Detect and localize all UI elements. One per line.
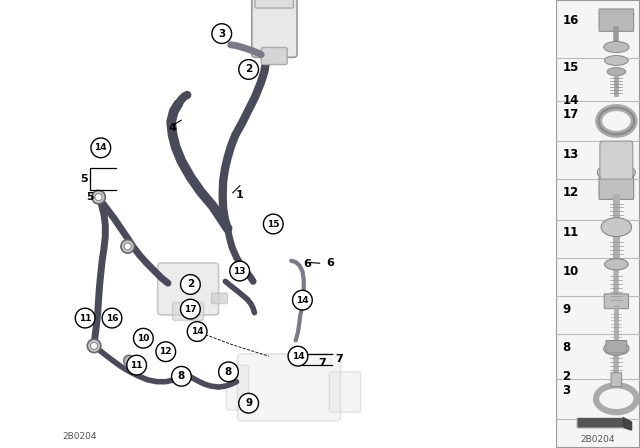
Circle shape — [124, 243, 131, 250]
Circle shape — [87, 339, 100, 353]
Circle shape — [92, 190, 105, 204]
Text: 1: 1 — [236, 190, 244, 200]
Text: 2B0204: 2B0204 — [580, 435, 615, 444]
Circle shape — [95, 194, 102, 201]
Text: 2: 2 — [187, 280, 194, 289]
FancyBboxPatch shape — [261, 47, 287, 65]
Circle shape — [292, 290, 312, 310]
Circle shape — [121, 240, 134, 253]
Text: 15: 15 — [267, 220, 280, 228]
FancyBboxPatch shape — [606, 340, 627, 353]
Circle shape — [288, 346, 308, 366]
Circle shape — [180, 299, 200, 319]
Text: 5: 5 — [86, 192, 94, 202]
Circle shape — [230, 261, 250, 281]
FancyBboxPatch shape — [227, 365, 248, 410]
Text: 13: 13 — [563, 148, 579, 161]
Circle shape — [91, 138, 111, 158]
Text: 3: 3 — [218, 29, 225, 39]
Text: 10: 10 — [563, 264, 579, 278]
Circle shape — [102, 308, 122, 328]
Text: 11: 11 — [563, 226, 579, 240]
Circle shape — [212, 24, 232, 43]
Ellipse shape — [605, 258, 628, 270]
Ellipse shape — [605, 56, 628, 65]
Text: 10: 10 — [137, 334, 150, 343]
Circle shape — [239, 393, 259, 413]
FancyBboxPatch shape — [211, 293, 228, 304]
Text: 11: 11 — [79, 314, 92, 323]
Text: 15: 15 — [563, 60, 579, 74]
Text: 14: 14 — [95, 143, 107, 152]
Circle shape — [188, 322, 207, 341]
FancyBboxPatch shape — [600, 141, 633, 179]
Ellipse shape — [607, 68, 626, 76]
Text: 14: 14 — [296, 296, 308, 305]
Text: 2: 2 — [245, 65, 252, 74]
Circle shape — [264, 214, 283, 234]
Circle shape — [172, 366, 191, 386]
FancyBboxPatch shape — [157, 263, 219, 315]
Circle shape — [90, 342, 98, 349]
Text: 2
3: 2 3 — [563, 370, 570, 396]
Text: 6: 6 — [303, 259, 311, 269]
Ellipse shape — [601, 218, 632, 237]
Text: 11: 11 — [131, 361, 143, 370]
Text: 12: 12 — [563, 186, 579, 199]
Ellipse shape — [597, 164, 636, 181]
Text: 6: 6 — [326, 258, 334, 268]
Circle shape — [134, 328, 153, 348]
Text: 7: 7 — [319, 358, 326, 368]
FancyBboxPatch shape — [172, 302, 204, 320]
Text: 9: 9 — [245, 398, 252, 408]
Text: 14
17: 14 17 — [563, 94, 579, 121]
Text: 9: 9 — [563, 302, 570, 316]
Circle shape — [127, 355, 147, 375]
Polygon shape — [577, 418, 623, 427]
Circle shape — [180, 275, 200, 294]
Text: 16: 16 — [563, 13, 579, 27]
FancyBboxPatch shape — [252, 0, 297, 57]
Circle shape — [239, 60, 259, 79]
Text: 8: 8 — [563, 340, 570, 354]
FancyBboxPatch shape — [611, 373, 621, 387]
Text: 2B0204: 2B0204 — [63, 432, 97, 441]
Circle shape — [156, 342, 175, 362]
Circle shape — [124, 355, 134, 366]
Text: 8: 8 — [178, 371, 185, 381]
Text: 12: 12 — [159, 347, 172, 356]
Text: 13: 13 — [234, 267, 246, 276]
FancyBboxPatch shape — [237, 354, 340, 421]
FancyBboxPatch shape — [329, 372, 361, 412]
Text: 14: 14 — [292, 352, 304, 361]
Ellipse shape — [604, 342, 629, 355]
FancyBboxPatch shape — [255, 0, 293, 8]
Text: 5: 5 — [81, 174, 88, 184]
Ellipse shape — [604, 41, 629, 53]
Text: 17: 17 — [184, 305, 196, 314]
Circle shape — [76, 308, 95, 328]
FancyBboxPatch shape — [604, 294, 628, 309]
Circle shape — [219, 362, 238, 382]
Text: 4: 4 — [168, 123, 177, 133]
FancyBboxPatch shape — [599, 177, 634, 199]
Text: 14: 14 — [191, 327, 204, 336]
Text: 8: 8 — [225, 367, 232, 377]
Text: 7: 7 — [335, 354, 343, 364]
Circle shape — [138, 333, 148, 344]
Text: 16: 16 — [106, 314, 118, 323]
Polygon shape — [623, 418, 632, 430]
FancyBboxPatch shape — [599, 9, 634, 31]
